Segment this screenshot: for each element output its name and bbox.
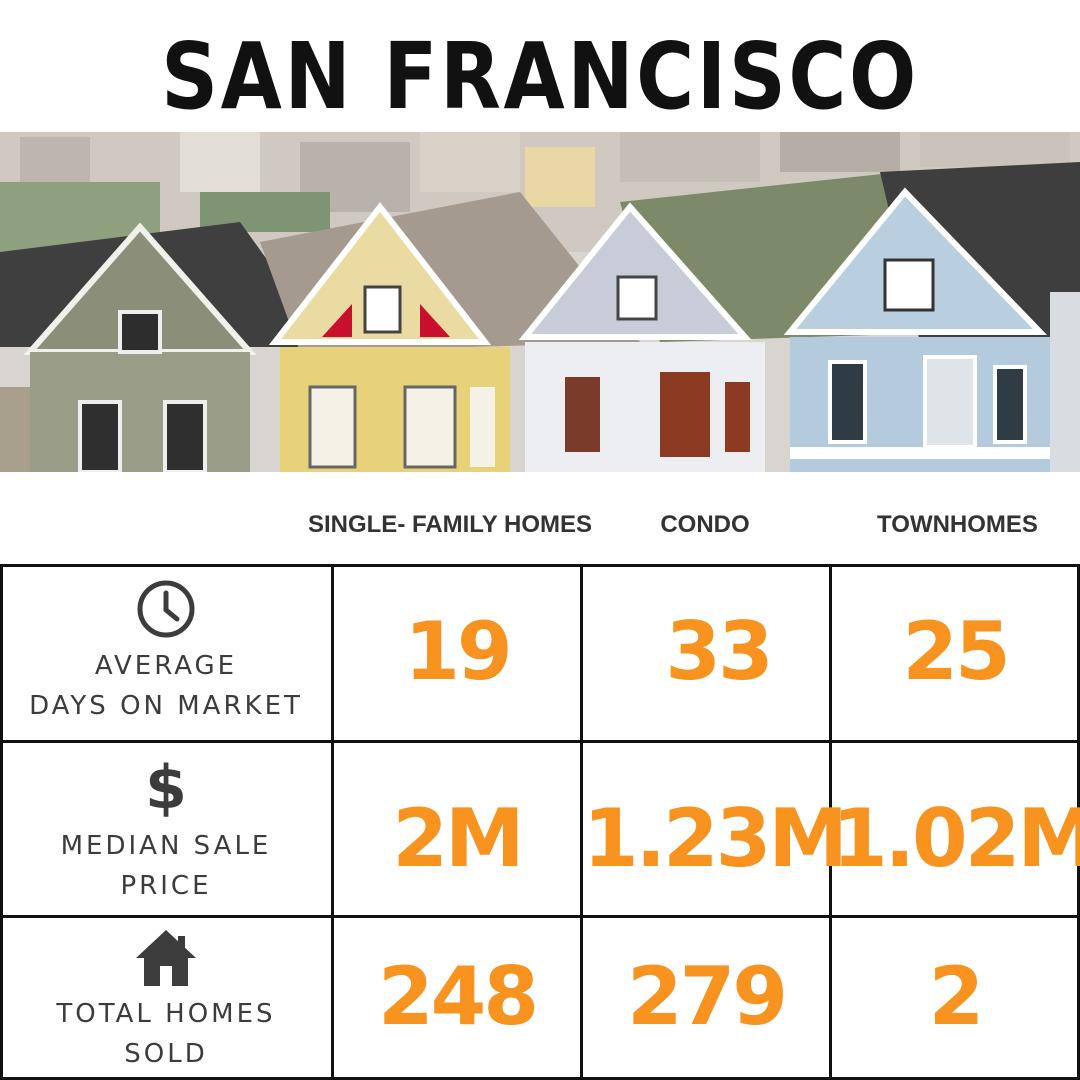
grid-line — [0, 915, 1080, 918]
row-label-total-homes-sold: TOTAL HOMES SOLD — [0, 928, 332, 1074]
clock-icon — [0, 578, 332, 640]
value-days-townhomes: 25 — [902, 605, 1010, 698]
row-label-line2: SOLD — [124, 1039, 208, 1069]
column-header-condo: CONDO — [660, 511, 750, 538]
value-sold-condo: 279 — [627, 950, 788, 1043]
grid-line — [331, 565, 334, 1080]
grid-line — [0, 565, 3, 1080]
row-label-line2: PRICE — [120, 871, 212, 901]
column-header-townhomes: TOWNHOMES — [877, 511, 1038, 538]
svg-text:$: $ — [145, 753, 187, 818]
row-label-line1: MEDIAN SALE — [60, 831, 272, 861]
row-label-median-sale-price: $ MEDIAN SALE PRICE — [0, 752, 332, 906]
row-label-line2: DAYS ON MARKET — [29, 691, 303, 721]
row-label-line1: TOTAL HOMES — [56, 999, 276, 1029]
column-header-single-family: SINGLE- FAMILY HOMES — [307, 511, 593, 538]
row-label-line1: AVERAGE — [94, 651, 238, 681]
house-icon — [0, 928, 332, 988]
value-sold-townhomes: 2 — [928, 950, 985, 1043]
victorian-houses-photo — [0, 132, 1080, 472]
grid-line — [580, 565, 583, 1080]
grid-line — [0, 564, 1080, 567]
value-days-condo: 33 — [665, 605, 773, 698]
value-sold-single-family: 248 — [378, 950, 539, 1043]
grid-line — [829, 565, 832, 1080]
value-days-single-family: 19 — [404, 605, 512, 698]
grid-line — [1077, 565, 1080, 1080]
dollar-icon: $ — [0, 752, 332, 818]
row-label-days-on-market: AVERAGE DAYS ON MARKET — [0, 578, 332, 726]
value-price-condo: 1.23M — [583, 792, 848, 885]
value-price-single-family: 2M — [392, 792, 524, 885]
grid-line — [0, 1077, 1080, 1080]
page-title: SAN FRANCISCO COUNTY — [161, 23, 919, 240]
grid-line — [0, 740, 1080, 743]
value-price-townhomes: 1.02M — [832, 792, 1080, 885]
